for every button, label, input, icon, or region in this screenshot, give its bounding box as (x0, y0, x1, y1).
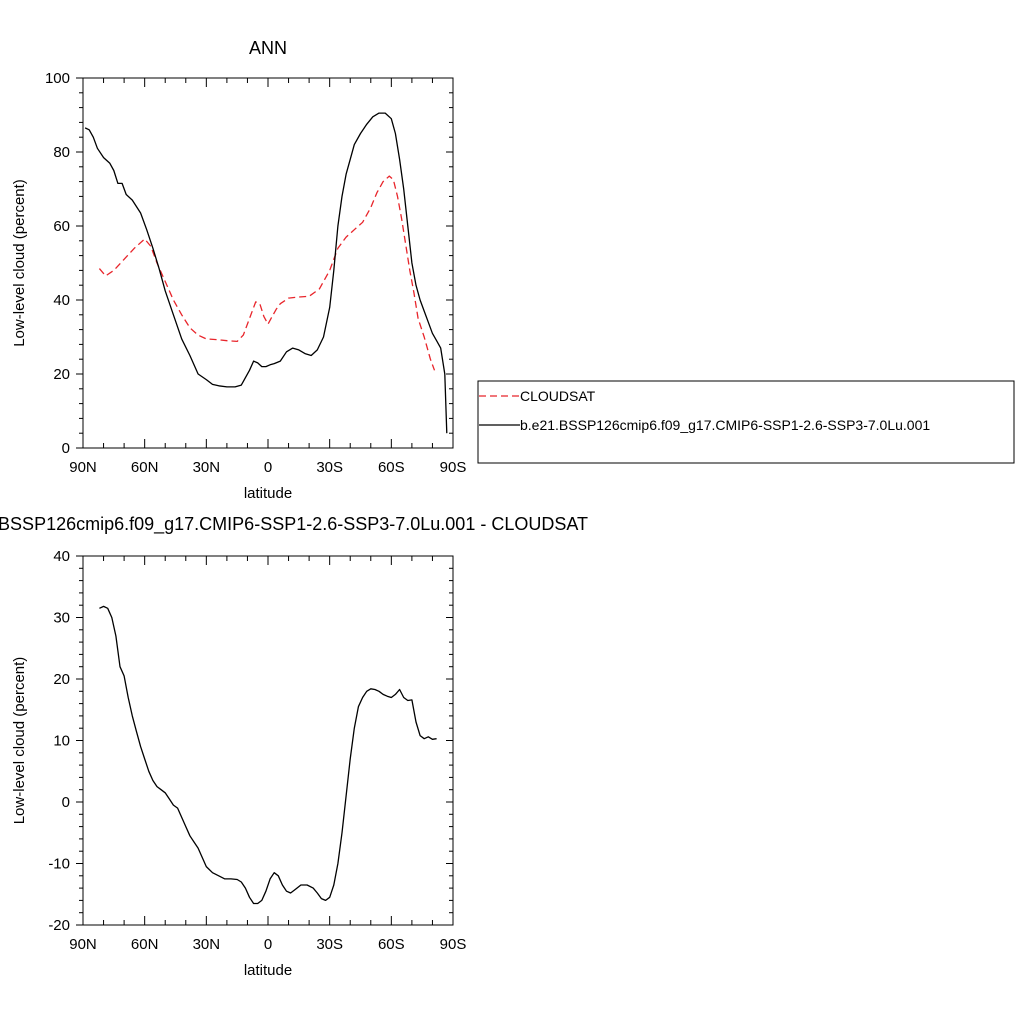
y-tick-label: 0 (62, 794, 70, 811)
chart-panel-2: b.e21.BSSP126cmip6.f09_g17.CMIP6-SSP1-2.… (0, 514, 588, 979)
x-tick-label: 30S (316, 459, 343, 476)
x-tick-label: 90N (69, 459, 97, 476)
x-tick-label: 0 (264, 459, 272, 476)
x-tick-label: 30N (193, 459, 221, 476)
y-tick-label: 40 (53, 292, 70, 309)
y-tick-label: -10 (48, 856, 70, 873)
y-tick-label: -20 (48, 917, 70, 934)
series-line-1 (98, 175, 436, 371)
y-axis-label: Low-level cloud (percent) (11, 657, 28, 825)
x-tick-label: 60S (378, 936, 405, 953)
x-tick-label: 0 (264, 936, 272, 953)
y-tick-label: 80 (53, 144, 70, 161)
y-tick-label: 30 (53, 610, 70, 627)
plot-frame (82, 77, 454, 449)
x-tick-label: 30N (193, 936, 221, 953)
x-tick-label: 90S (440, 936, 467, 953)
x-axis-label: latitude (244, 962, 292, 979)
y-tick-label: 20 (53, 671, 70, 688)
y-tick-label: 0 (62, 440, 70, 457)
y-axis-label: Low-level cloud (percent) (11, 179, 28, 347)
x-tick-label: 30S (316, 936, 343, 953)
legend-label-1: CLOUDSAT (520, 388, 596, 404)
x-tick-label: 60S (378, 459, 405, 476)
y-tick-label: 60 (53, 218, 70, 235)
x-tick-label: 60N (131, 936, 159, 953)
legend-box (477, 380, 1015, 464)
y-tick-label: 100 (45, 70, 70, 87)
chart-title: ANN (249, 38, 287, 58)
series-line-2 (84, 112, 448, 434)
x-tick-label: 60N (131, 459, 159, 476)
x-tick-label: 90N (69, 936, 97, 953)
y-tick-label: 40 (53, 548, 70, 565)
legend-label-2: b.e21.BSSP126cmip6.f09_g17.CMIP6-SSP1-2.… (520, 417, 930, 433)
y-tick-label: 10 (53, 733, 70, 750)
x-tick-label: 90S (440, 459, 467, 476)
x-axis-label: latitude (244, 485, 292, 502)
legend: CLOUDSAT b.e21.BSSP126cmip6.f09_g17.CMIP6… (477, 380, 1015, 464)
series-line-1 (99, 605, 437, 905)
y-tick-label: 20 (53, 366, 70, 383)
chart-title: b.e21.BSSP126cmip6.f09_g17.CMIP6-SSP1-2.… (0, 514, 588, 535)
chart-panel-1: ANN 90N 60N 30N 0 30S 60S 90S 0 20 40 60 80 100 latitu… (11, 38, 1015, 502)
